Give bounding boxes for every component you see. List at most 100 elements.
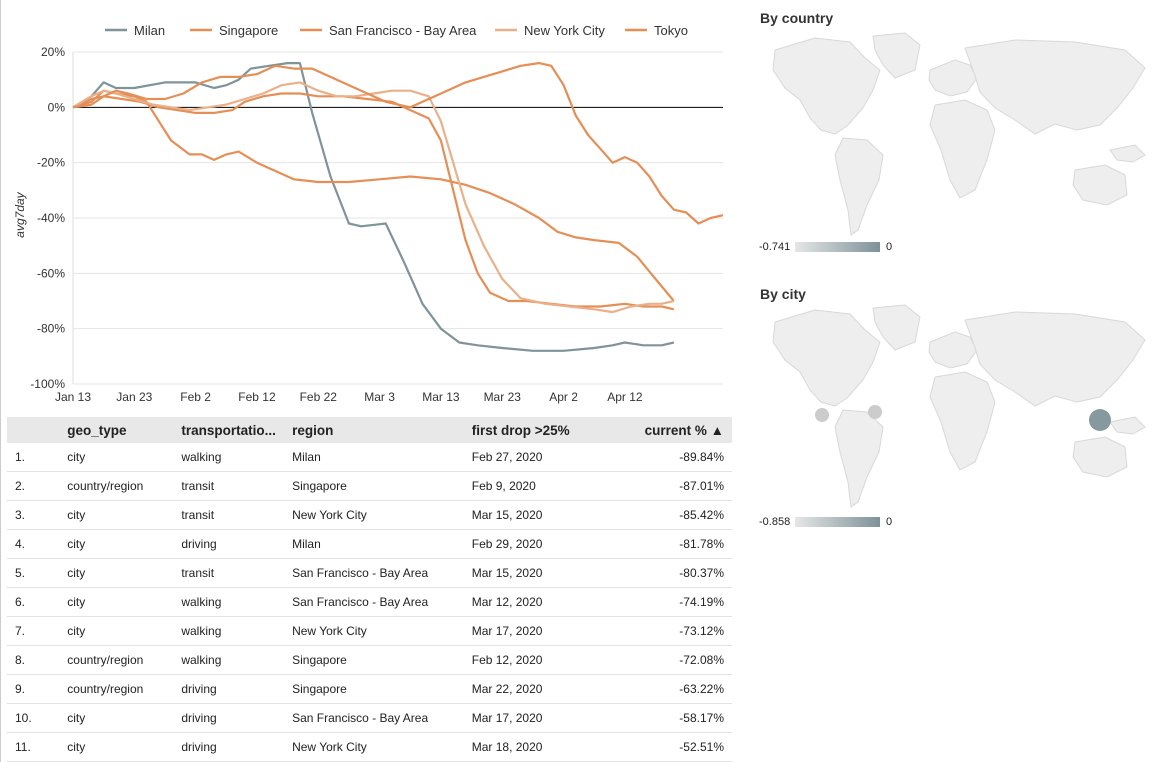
table-row[interactable]: 10. city driving San Francisco - Bay Area Ma…: [7, 703, 732, 733]
legend-label[interactable]: Singapore: [219, 23, 278, 38]
land-region[interactable]: [834, 137, 884, 236]
table-row[interactable]: 11. city driving New York City Mar 18, 2020-…: [7, 732, 732, 762]
x-tick-label: Mar 23: [484, 390, 522, 404]
series-line-0[interactable]: [72, 62, 675, 352]
table-cell: walking: [181, 645, 293, 675]
y-axis: 20% 0% -20% -40% -60% -80% -100%: [30, 45, 65, 391]
table-header-1[interactable]: geo_type: [67, 417, 182, 443]
series-line-4[interactable]: [72, 62, 724, 225]
table-cell: San Francisco - Bay Area: [292, 587, 472, 617]
city-bubble-tokyo[interactable]: [1089, 409, 1111, 431]
land-region[interactable]: [834, 409, 884, 508]
table-cell: San Francisco - Bay Area: [292, 558, 472, 588]
land-region[interactable]: [772, 309, 881, 407]
land-region[interactable]: [872, 304, 921, 351]
city-legend-gradient: [795, 517, 880, 527]
table-cell: 6.: [7, 587, 68, 617]
x-tick-label: Feb 2: [180, 390, 211, 404]
legend-label[interactable]: Tokyo: [654, 23, 688, 38]
table-cell: driving: [181, 703, 293, 733]
table-row[interactable]: 8. country/region walking Singapore Feb 12, …: [7, 645, 732, 675]
table-header-5[interactable]: current % ▲: [594, 417, 732, 443]
table-header-3[interactable]: region: [292, 417, 472, 443]
table-cell: Mar 17, 2020: [471, 616, 595, 646]
land-region[interactable]: [1072, 436, 1128, 478]
table-cell: Mar 15, 2020: [471, 558, 595, 588]
table-cell: -89.84%: [594, 443, 732, 472]
land-region[interactable]: [928, 331, 978, 369]
chart-gridlines: [72, 51, 723, 385]
country-legend-gradient: [795, 242, 880, 252]
world-map-city[interactable]: [755, 302, 1155, 517]
table-cell: city: [67, 732, 182, 762]
table-cell: 4.: [7, 529, 68, 559]
table-cell: walking: [181, 616, 293, 646]
table-cell: -52.51%: [594, 732, 732, 762]
city-legend-min: -0.858: [759, 516, 791, 528]
table-row[interactable]: 4. city driving Milan Feb 29, 2020 -81.78%: [7, 529, 732, 559]
land-region[interactable]: [929, 99, 996, 199]
land-region[interactable]: [772, 37, 881, 135]
land-region[interactable]: [872, 32, 921, 79]
land-region[interactable]: [964, 311, 1146, 407]
table-cell: -74.19%: [594, 587, 732, 617]
city-bubble-san-francisco[interactable]: [815, 408, 829, 422]
table-cell: city: [67, 558, 182, 588]
x-tick-label: Jan 13: [55, 390, 91, 404]
table-cell: 8.: [7, 645, 68, 675]
table-row[interactable]: 6. city walking San Francisco - Bay Area Mar…: [7, 587, 732, 617]
table-row[interactable]: 7. city walking New York City Mar 17, 2020 -7…: [7, 616, 732, 646]
table-cell: Singapore: [292, 471, 472, 501]
x-tick-label: Apr 12: [607, 390, 643, 404]
table-cell: New York City: [292, 500, 472, 530]
table-cell: 7.: [7, 616, 68, 646]
table-cell: driving: [181, 732, 293, 762]
city-legend-max: 0: [886, 516, 893, 528]
table-row[interactable]: 2. country/region transit Singapore Feb 9, 2…: [7, 471, 732, 501]
table-cell: -80.37%: [594, 558, 732, 588]
table-cell: -87.01%: [594, 471, 732, 501]
series-line-1[interactable]: [72, 89, 675, 302]
table-cell: Feb 29, 2020: [471, 529, 595, 559]
table-cell: 2.: [7, 471, 68, 501]
legend-label[interactable]: San Francisco - Bay Area: [329, 23, 477, 38]
city-map-panel: By city -0.858 0: [755, 280, 1155, 550]
table-cell: Feb 12, 2020: [471, 645, 595, 675]
table-row[interactable]: 1. city walking Milan Feb 27, 2020 -89.84%: [7, 443, 732, 472]
legend-label[interactable]: New York City: [524, 23, 605, 38]
land-region[interactable]: [928, 59, 978, 97]
table-cell: Feb 27, 2020: [471, 443, 595, 472]
series-line-3[interactable]: [72, 81, 675, 314]
country-map-panel: By country -0.741 0: [755, 0, 1155, 275]
table-cell: driving: [181, 674, 293, 704]
table-cell: city: [67, 443, 182, 472]
table-header-0[interactable]: [7, 417, 68, 443]
series-line-2[interactable]: [72, 92, 675, 311]
chart-series: [72, 62, 724, 352]
y-axis-label: avg7day: [13, 191, 27, 237]
table-row[interactable]: 9. country/region driving Singapore Mar 22, …: [7, 674, 732, 704]
x-tick-label: Feb 12: [238, 390, 276, 404]
table-cell: 11.: [7, 732, 68, 762]
land-region[interactable]: [1109, 144, 1146, 163]
table-header-2[interactable]: transportatio...: [181, 417, 293, 443]
table-cell: 9.: [7, 674, 68, 704]
table-cell: 10.: [7, 703, 68, 733]
line-chart: Milan Singapore San Francisco - Bay Area Ne…: [0, 0, 740, 410]
city-bubble-new-york[interactable]: [868, 405, 882, 419]
table-cell: New York City: [292, 732, 472, 762]
table-body: 1. city walking Milan Feb 27, 2020 -89.84% 2. c…: [7, 443, 732, 762]
x-tick-label: Mar 13: [422, 390, 460, 404]
table-cell: 3.: [7, 500, 68, 530]
land-region[interactable]: [1072, 164, 1128, 206]
table-header-4[interactable]: first drop >25%: [471, 417, 595, 443]
land-region[interactable]: [964, 39, 1146, 135]
legend-label[interactable]: Milan: [134, 23, 165, 38]
land-region[interactable]: [1109, 416, 1146, 435]
world-map-country[interactable]: [755, 30, 1155, 250]
land-region[interactable]: [929, 371, 996, 471]
table-row[interactable]: 3. city transit New York City Mar 15, 2020 -8…: [7, 500, 732, 530]
table-cell: transit: [181, 500, 293, 530]
table-cell: country/region: [67, 645, 182, 675]
table-row[interactable]: 5. city transit San Francisco - Bay Area Mar…: [7, 558, 732, 588]
